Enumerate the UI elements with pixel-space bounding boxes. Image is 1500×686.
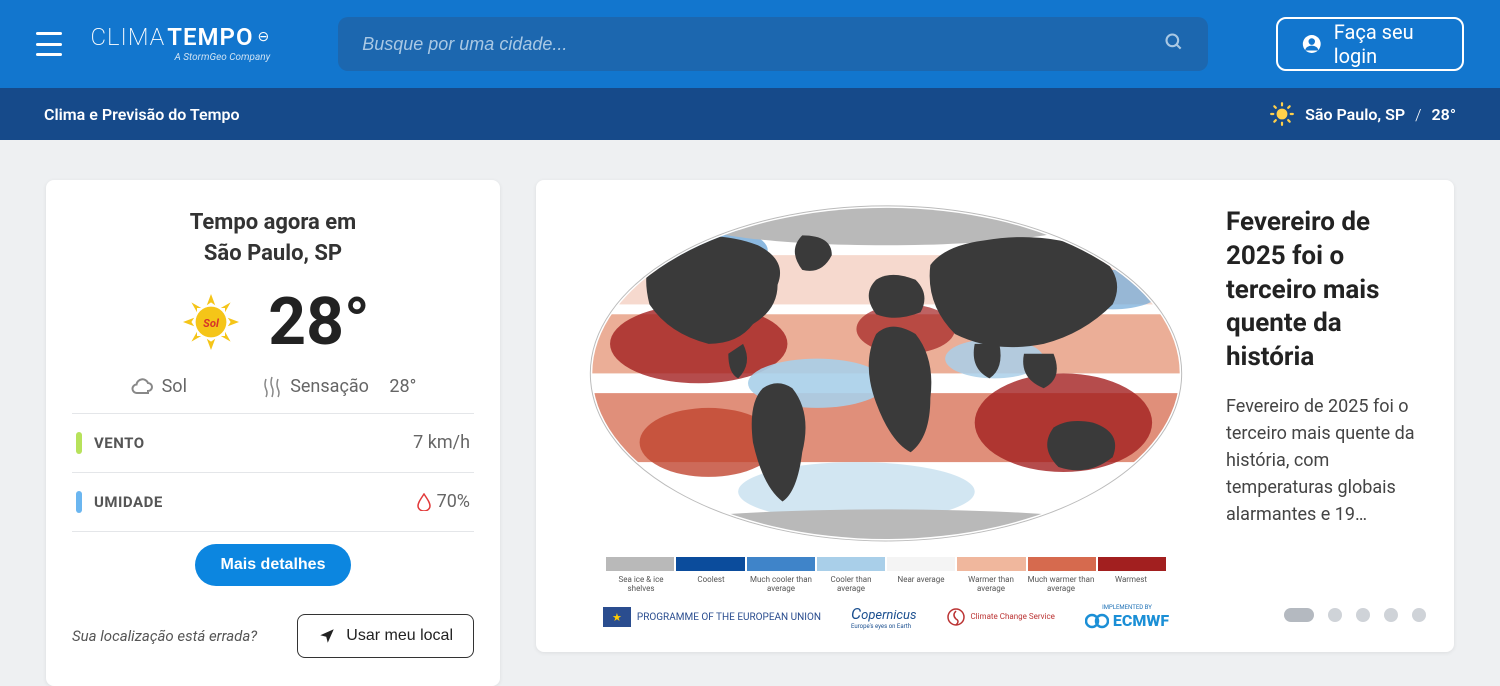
legend-label: Sea ice & ice shelves bbox=[606, 575, 676, 594]
header-top: CLIMATEMPO⊖ A StormGeo Company Faça seu … bbox=[0, 0, 1500, 88]
cloud-icon bbox=[130, 375, 154, 399]
current-city[interactable]: São Paulo, SP / 28° bbox=[1269, 101, 1456, 127]
wind-bar-icon bbox=[76, 432, 82, 454]
carousel-dot[interactable] bbox=[1284, 608, 1314, 622]
logo[interactable]: CLIMATEMPO⊖ A StormGeo Company bbox=[90, 25, 270, 63]
search-container bbox=[338, 17, 1208, 71]
legend-swatch bbox=[747, 557, 815, 571]
map-container: Sea ice & ice shelvesCoolestMuch cooler … bbox=[576, 196, 1196, 630]
legend-label: Coolest bbox=[676, 575, 746, 594]
condition-row: Sol Sensação 28° bbox=[72, 375, 474, 413]
legend-label: Much warmer than average bbox=[1026, 575, 1096, 594]
legend-label: Much cooler than average bbox=[746, 575, 816, 594]
copernicus-logo: CCopernicusopernicusEurope's eyes on Ear… bbox=[851, 604, 916, 630]
humidity-row: UMIDADE 70% bbox=[72, 472, 474, 532]
location-arrow-icon bbox=[318, 627, 336, 645]
wind-row: VENTO 7 km/h bbox=[72, 413, 474, 472]
wind-label: VENTO bbox=[94, 434, 145, 452]
news-summary: Fevereiro de 2025 foi o terceiro mais qu… bbox=[1226, 393, 1432, 528]
user-icon bbox=[1302, 32, 1322, 56]
svg-text:Sol: Sol bbox=[203, 317, 220, 330]
current-temp: 28° bbox=[268, 284, 369, 361]
eu-flag-icon: ★ bbox=[603, 607, 631, 627]
logo-main: CLIMATEMPO⊖ bbox=[90, 25, 270, 49]
sponsors: ★ PROGRAMME OF THE EUROPEAN UNION CCoper… bbox=[603, 604, 1169, 630]
logo-subtitle: A StormGeo Company bbox=[90, 53, 270, 63]
legend-label: Warmer than average bbox=[956, 575, 1026, 594]
city-name: São Paulo, SP bbox=[1305, 105, 1405, 124]
world-anomaly-map bbox=[576, 196, 1196, 551]
legend-swatch bbox=[817, 557, 885, 571]
legend-swatch bbox=[957, 557, 1025, 571]
map-legend-labels: Sea ice & ice shelvesCoolestMuch cooler … bbox=[606, 575, 1166, 594]
carousel-dot[interactable] bbox=[1356, 608, 1370, 622]
menu-icon[interactable] bbox=[36, 32, 62, 56]
search-icon[interactable] bbox=[1164, 32, 1184, 56]
map-legend bbox=[606, 557, 1166, 571]
legend-swatch bbox=[606, 557, 674, 571]
legend-swatch bbox=[1098, 557, 1166, 571]
condition: Sol bbox=[130, 375, 187, 399]
humidity-value: 70% bbox=[417, 491, 470, 512]
legend-swatch bbox=[887, 557, 955, 571]
humidity-bar-icon bbox=[76, 491, 82, 513]
carousel-dot[interactable] bbox=[1384, 608, 1398, 622]
heat-icon bbox=[262, 375, 282, 399]
feels-like: Sensação 28° bbox=[262, 375, 416, 399]
wrong-location-text: Sua localização está errada? bbox=[72, 627, 257, 645]
ecmwf-logo: IMPLEMENTED BY ECMWF bbox=[1085, 604, 1169, 630]
search-input[interactable] bbox=[362, 34, 1164, 55]
news-text: Fevereiro de 2025 foi o terceiro mais qu… bbox=[1226, 196, 1432, 630]
search-box[interactable] bbox=[338, 17, 1208, 71]
content: Tempo agora em São Paulo, SP Sol 28° Sol bbox=[0, 140, 1500, 686]
legend-label: Cooler than average bbox=[816, 575, 886, 594]
legend-swatch bbox=[676, 557, 744, 571]
eu-sponsor: ★ PROGRAMME OF THE EUROPEAN UNION bbox=[603, 607, 821, 627]
details-button[interactable]: Mais detalhes bbox=[195, 544, 352, 586]
carousel-dots bbox=[1284, 608, 1426, 622]
login-label: Faça seu login bbox=[1334, 20, 1438, 68]
legend-label: Near average bbox=[886, 575, 956, 594]
temp-row: Sol 28° bbox=[72, 284, 474, 361]
location-row: Sua localização está errada? Usar meu lo… bbox=[72, 614, 474, 658]
news-title[interactable]: Fevereiro de 2025 foi o terceiro mais qu… bbox=[1226, 206, 1432, 375]
drop-icon bbox=[417, 493, 431, 511]
legend-label: Warmest bbox=[1096, 575, 1166, 594]
news-card: Sea ice & ice shelvesCoolestMuch cooler … bbox=[536, 180, 1454, 652]
sun-icon bbox=[1269, 101, 1295, 127]
legend-swatch bbox=[1028, 557, 1096, 571]
weather-title: Tempo agora em São Paulo, SP bbox=[72, 208, 474, 270]
use-location-button[interactable]: Usar meu local bbox=[297, 614, 474, 658]
carousel-dot[interactable] bbox=[1328, 608, 1342, 622]
login-button[interactable]: Faça seu login bbox=[1276, 17, 1464, 71]
header-sub: Clima e Previsão do Tempo São Paulo, SP … bbox=[0, 88, 1500, 140]
separator: / bbox=[1415, 105, 1421, 124]
tagline: Clima e Previsão do Tempo bbox=[44, 105, 240, 124]
city-temp: 28° bbox=[1432, 105, 1456, 124]
ccs-logo: Climate Change Service bbox=[946, 607, 1054, 627]
carousel-dot[interactable] bbox=[1412, 608, 1426, 622]
weather-card: Tempo agora em São Paulo, SP Sol 28° Sol bbox=[46, 180, 500, 686]
weather-sun-icon: Sol bbox=[176, 287, 246, 357]
wind-value: 7 km/h bbox=[413, 432, 470, 453]
humidity-label: UMIDADE bbox=[94, 493, 163, 511]
